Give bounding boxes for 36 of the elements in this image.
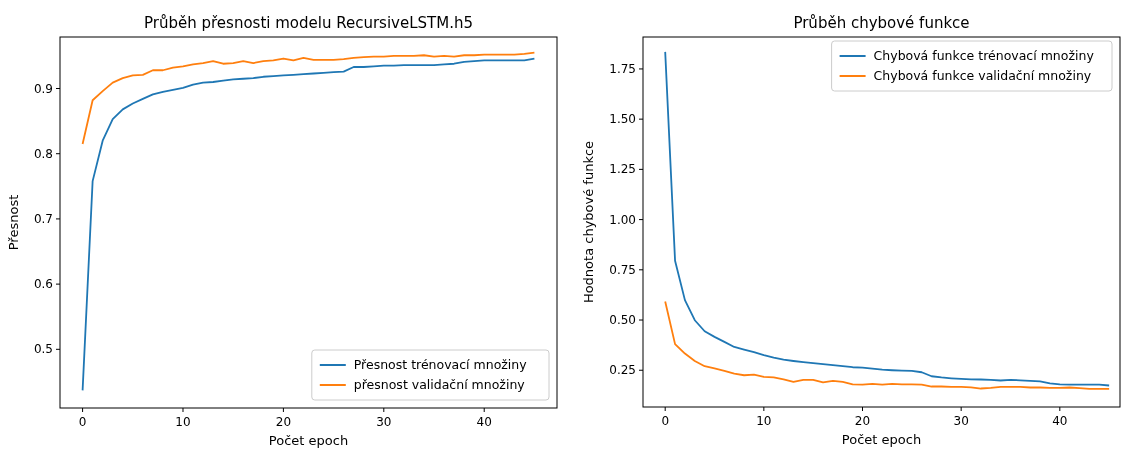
y-tick-label: 0.50 — [609, 313, 636, 328]
x-tick-label: 0 — [661, 414, 670, 428]
x-axis-title: Počet epoch — [268, 433, 349, 448]
x-tick-label: 10 — [756, 414, 772, 428]
x-tick-label: 30 — [376, 415, 392, 429]
chart-title: Průběh přesnosti modelu RecursiveLSTM.h5 — [144, 14, 473, 32]
x-tick-label: 20 — [854, 414, 871, 428]
x-tick-label: 10 — [175, 415, 191, 429]
line-series — [81, 51, 536, 145]
y-tick-label: 0.9 — [33, 81, 53, 96]
y-tick-label: 0.8 — [33, 146, 53, 161]
y-tick-label: 1.00 — [609, 212, 636, 227]
x-tick-label: 40 — [1052, 414, 1068, 428]
y-tick-label: 0.75 — [609, 262, 636, 277]
x-tick-label: 20 — [275, 415, 292, 429]
y-tick-label: 0.5 — [33, 342, 53, 357]
chart-title: Průběh chybové funkce — [793, 14, 970, 32]
x-tick-label: 0 — [78, 415, 87, 429]
y-tick-label: 1.75 — [609, 61, 636, 76]
y-axis-title: Přesnost — [6, 194, 21, 251]
legend-label: přesnost validační množiny — [353, 377, 526, 392]
y-tick-label: 0.6 — [33, 277, 53, 292]
y-tick-label: 1.50 — [609, 112, 636, 127]
y-tick-label: 0.25 — [609, 363, 636, 378]
x-tick-label: 40 — [476, 415, 492, 429]
y-tick-label: 1.25 — [609, 162, 636, 177]
legend-label: Přesnost trénovací množiny — [353, 357, 528, 372]
legend-label: Chybová funkce trénovací množiny — [873, 48, 1095, 63]
x-axis-title: Počet epoch — [841, 432, 922, 447]
line-series — [81, 57, 536, 392]
line-series — [664, 50, 1111, 387]
line-series — [664, 300, 1111, 390]
y-tick-label: 0.7 — [33, 211, 53, 226]
y-axis-title: Hodnota chybové funkce — [581, 140, 596, 304]
legend-label: Chybová funkce validační množiny — [873, 68, 1092, 83]
x-tick-label: 30 — [953, 414, 969, 428]
